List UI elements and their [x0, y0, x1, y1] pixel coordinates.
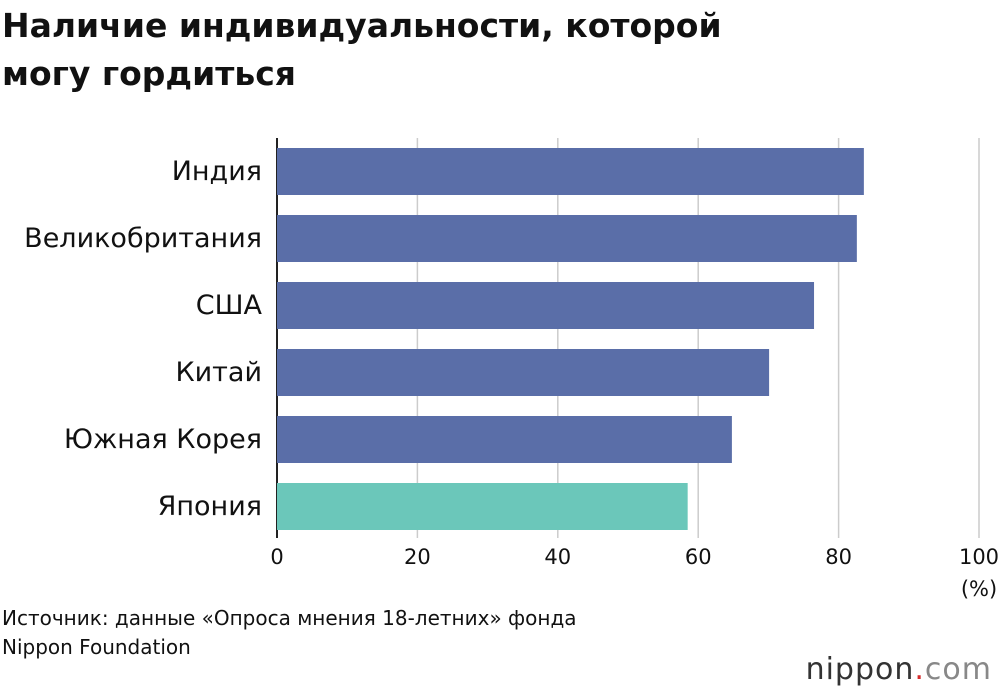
brand-part: . — [914, 652, 925, 687]
brand-part: nippon — [805, 652, 915, 687]
bar — [277, 148, 864, 195]
y-tick-label: Индия — [172, 156, 262, 187]
bar — [277, 416, 732, 463]
x-tick-label: 0 — [270, 545, 283, 569]
x-tick-label: 100 — [959, 545, 999, 569]
x-tick-label: 60 — [685, 545, 712, 569]
y-tick-label: Япония — [158, 491, 262, 522]
bar — [277, 349, 770, 396]
y-tick-label: Великобритания — [24, 223, 262, 254]
chart-title: Наличие индивидуальности, которой могу г… — [2, 6, 722, 93]
y-tick-label: Южная Корея — [64, 424, 262, 455]
chart: 0 20 40 60 80 100 (%) Индия Великобритания США Кит… — [24, 138, 999, 601]
bar — [277, 282, 815, 329]
bar — [277, 483, 688, 530]
x-tick-label: 80 — [825, 545, 852, 569]
y-tick-label: Китай — [175, 357, 262, 388]
brand-logo: nippon.com — [806, 652, 992, 687]
x-tick-label: 20 — [404, 545, 431, 569]
bar — [277, 215, 857, 262]
y-tick-label: США — [196, 290, 263, 321]
brand-part: com — [924, 652, 992, 687]
x-tick-label: 40 — [544, 545, 571, 569]
x-axis-label: (%) — [961, 577, 997, 601]
source-note: Источник: данные «Опроса мнения 18-летни… — [2, 606, 577, 659]
